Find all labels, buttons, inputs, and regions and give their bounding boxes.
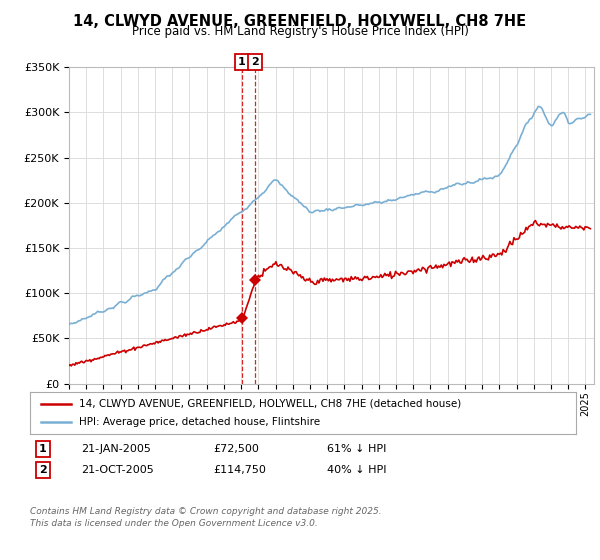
Text: 2: 2 [251, 57, 259, 67]
Text: 40% ↓ HPI: 40% ↓ HPI [327, 465, 386, 475]
Text: 21-OCT-2005: 21-OCT-2005 [81, 465, 154, 475]
Text: 61% ↓ HPI: 61% ↓ HPI [327, 444, 386, 454]
Text: £114,750: £114,750 [213, 465, 266, 475]
Text: Price paid vs. HM Land Registry's House Price Index (HPI): Price paid vs. HM Land Registry's House … [131, 25, 469, 38]
Text: 1: 1 [39, 444, 47, 454]
Text: 14, CLWYD AVENUE, GREENFIELD, HOLYWELL, CH8 7HE: 14, CLWYD AVENUE, GREENFIELD, HOLYWELL, … [73, 14, 527, 29]
Text: 2: 2 [39, 465, 47, 475]
Text: £72,500: £72,500 [213, 444, 259, 454]
Text: 1: 1 [238, 57, 246, 67]
Text: 14, CLWYD AVENUE, GREENFIELD, HOLYWELL, CH8 7HE (detached house): 14, CLWYD AVENUE, GREENFIELD, HOLYWELL, … [79, 399, 461, 409]
Text: HPI: Average price, detached house, Flintshire: HPI: Average price, detached house, Flin… [79, 417, 320, 427]
Text: Contains HM Land Registry data © Crown copyright and database right 2025.
This d: Contains HM Land Registry data © Crown c… [30, 507, 382, 528]
Text: 21-JAN-2005: 21-JAN-2005 [81, 444, 151, 454]
